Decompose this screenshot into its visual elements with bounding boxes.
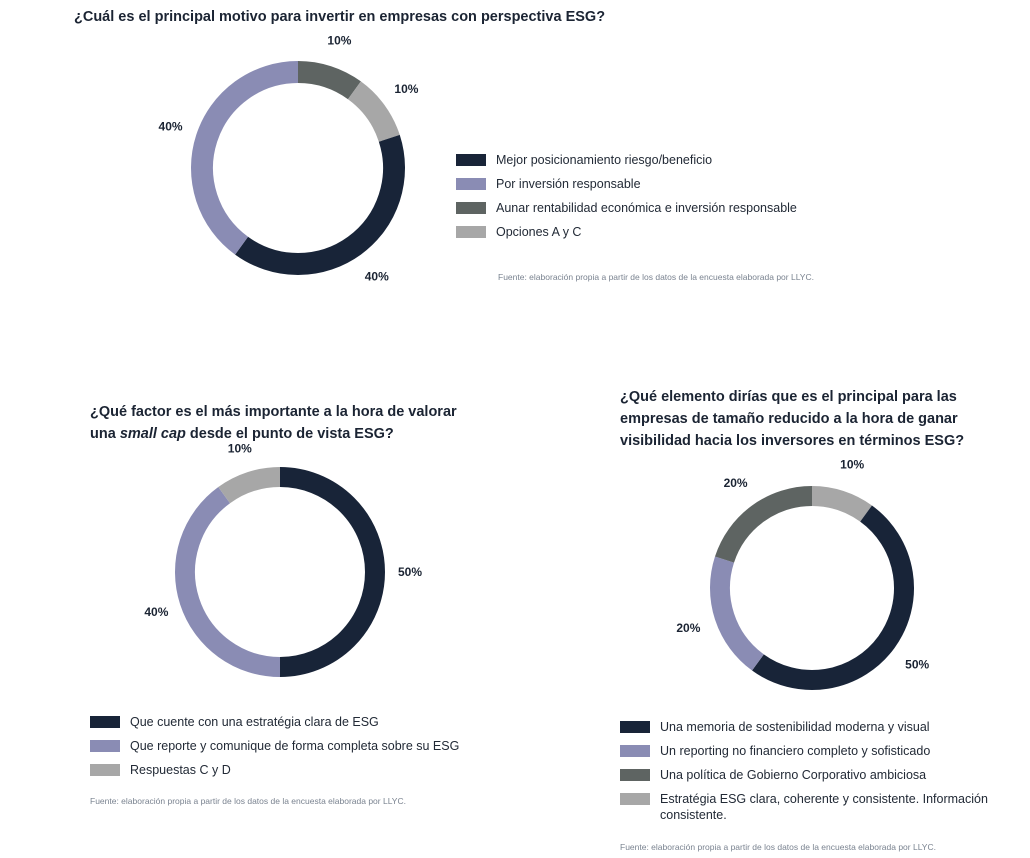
chart-1-legend-item: Mejor posicionamiento riesgo/beneficio [456, 152, 896, 168]
chart-1-legend: Mejor posicionamiento riesgo/beneficio Po… [456, 152, 896, 248]
chart-1-legend-item: Por inversión responsable [456, 176, 896, 192]
chart-1-slice-mejor-posicionamiento-riesgo-beneficio [235, 134, 405, 275]
chart-1-legend-swatch [456, 226, 486, 238]
chart-3-slice-estrategia-esg-clara-coherente-y-consist [811, 486, 872, 522]
chart-1-slice-opciones-a-y-c [347, 81, 400, 143]
chart-3-slice-un-reporting-no-financiero-completo-y-so [710, 556, 765, 671]
chart-2-source: Fuente: elaboración propia a partir de l… [90, 796, 406, 806]
chart-2-donut: 50% 40% 10% [144, 441, 422, 677]
chart-1-label-por-inversion-responsable: 40% [159, 120, 183, 134]
chart-2-legend-swatch [90, 716, 120, 728]
chart-1-legend-label: Mejor posicionamiento riesgo/beneficio [496, 153, 713, 167]
chart-2-title-part2: desde el punto de vista ESG? [185, 426, 394, 442]
chart-1-legend-swatch [456, 202, 486, 214]
chart-2-title-emphasis: small cap [119, 426, 186, 442]
chart-3-slice-una-memoria-de-sostenibilidad-moderna-y- [752, 505, 914, 690]
chart-3-legend: Una memoria de sostenibilidad moderna y … [620, 719, 1000, 831]
chart-1-legend-swatch [456, 178, 486, 190]
chart-1-title: ¿Cuál es el principal motivo para invert… [74, 9, 606, 25]
chart-2-legend-item: Que reporte y comunique de forma complet… [90, 738, 550, 754]
chart-2-legend-label: Respuestas C y D [130, 763, 231, 777]
chart-3-legend-label: Una memoria de sostenibilidad moderna y … [660, 720, 930, 734]
chart-2-slice-respuestas-c-y-d [218, 467, 281, 504]
chart-2-legend-item: Respuestas C y D [90, 762, 550, 778]
chart-3-title: ¿Qué elemento dirías que es el principal… [620, 389, 965, 449]
chart-3-legend-item: Estratégia ESG clara, coherente y consis… [620, 791, 1000, 823]
chart-2-title-part1: ¿Qué factor es el más importante a la ho… [90, 404, 457, 442]
chart-3-label-un-reporting-no-financiero-completo-y-so: 20% [676, 621, 700, 635]
chart-3-slice-una-politica-de-gobierno-corporativo-amb [714, 486, 813, 563]
chart-1-legend-item: Aunar rentabilidad económica e inversión… [456, 200, 896, 216]
chart-3-label-una-politica-de-gobierno-corporativo-amb: 20% [724, 476, 748, 490]
chart-2-legend-label: Que cuente con una estratégia clara de E… [130, 715, 379, 729]
chart-1-label-aunar-rentabilidad-economica-e-inversion: 10% [327, 34, 351, 48]
chart-2-label-que-cuente-con-una-estrategia-clara-de-e: 50% [398, 565, 422, 579]
chart-1-slice-aunar-rentabilidad-economica-e-inversion [297, 61, 361, 100]
chart-3-legend-swatch [620, 745, 650, 757]
chart-2-label-que-reporte-y-comunique-de-forma-complet: 40% [144, 605, 168, 619]
chart-1-legend-label: Opciones A y C [496, 225, 582, 239]
chart-2-legend-swatch [90, 740, 120, 752]
chart-3-donut: 10% 50% 20% 20% [676, 457, 930, 690]
chart-1-donut: 10% 10% 40% 40% [159, 34, 419, 284]
chart-2-legend: Que cuente con una estratégia clara de E… [90, 714, 550, 786]
chart-3-legend-swatch [620, 721, 650, 733]
chart-3-legend-label: Estratégia ESG clara, coherente y consis… [660, 792, 988, 822]
chart-3-legend-item: Una política de Gobierno Corporativo amb… [620, 767, 1000, 783]
chart-3-source: Fuente: elaboración propia a partir de l… [620, 842, 936, 852]
chart-2-label-respuestas-c-y-d: 10% [228, 441, 252, 455]
chart-2-legend-label: Que reporte y comunique de forma complet… [130, 739, 460, 753]
chart-3-legend-item: Un reporting no financiero completo y so… [620, 743, 1000, 759]
chart-2-title: ¿Qué factor es el más importante a la ho… [90, 401, 470, 445]
chart-3-legend-swatch [620, 769, 650, 781]
chart-3-label-una-memoria-de-sostenibilidad-moderna-y-: 50% [905, 657, 929, 671]
chart-3-legend-item: Una memoria de sostenibilidad moderna y … [620, 719, 1000, 735]
chart-2-legend-item: Que cuente con una estratégia clara de E… [90, 714, 550, 730]
chart-3-legend-label: Un reporting no financiero completo y so… [660, 744, 931, 758]
chart-1-source: Fuente: elaboración propia a partir de l… [498, 272, 814, 282]
chart-3-label-estrategia-esg-clara-coherente-y-consist: 10% [840, 457, 864, 471]
chart-3-legend-swatch [620, 793, 650, 805]
chart-1-slice-por-inversion-responsable [191, 61, 299, 255]
chart-1-legend-label: Aunar rentabilidad económica e inversión… [496, 201, 797, 215]
chart-2-legend-swatch [90, 764, 120, 776]
chart-1-label-opciones-a-y-c: 10% [394, 82, 418, 96]
chart-2-slice-que-cuente-con-una-estrategia-clara-de-e [279, 467, 385, 677]
chart-1-legend-item: Opciones A y C [456, 224, 896, 240]
chart-3-legend-label: Una política de Gobierno Corporativo amb… [660, 768, 927, 782]
chart-2-slice-que-reporte-y-comunique-de-forma-complet [175, 487, 281, 677]
chart-1-legend-swatch [456, 154, 486, 166]
chart-1-label-mejor-posicionamiento-riesgo-beneficio: 40% [365, 269, 389, 283]
chart-1-legend-label: Por inversión responsable [496, 177, 641, 191]
